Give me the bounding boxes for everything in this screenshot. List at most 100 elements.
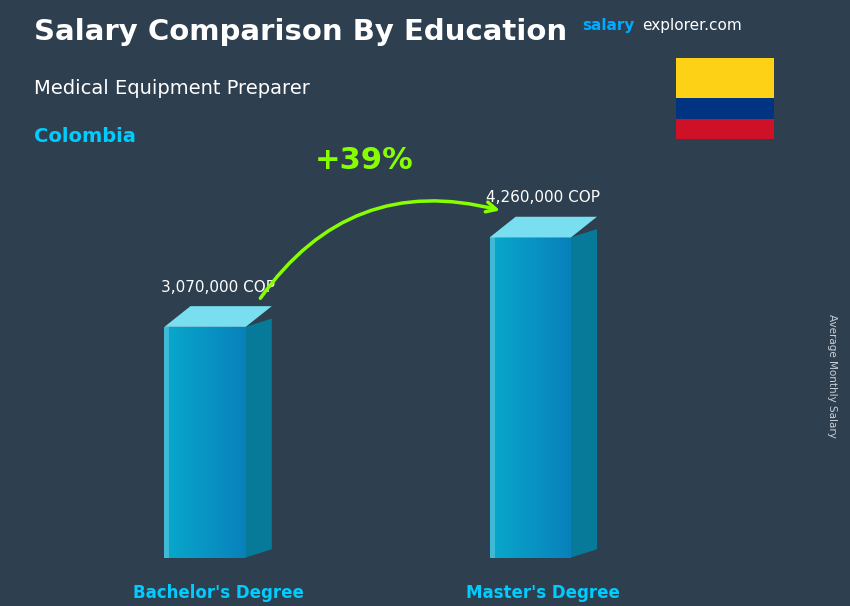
- Polygon shape: [570, 238, 571, 558]
- Polygon shape: [514, 238, 516, 558]
- Polygon shape: [568, 238, 570, 558]
- Polygon shape: [208, 327, 210, 558]
- Polygon shape: [519, 238, 520, 558]
- Text: explorer.com: explorer.com: [642, 18, 741, 33]
- Polygon shape: [203, 327, 205, 558]
- Polygon shape: [241, 327, 242, 558]
- Text: Master's Degree: Master's Degree: [467, 584, 620, 602]
- Polygon shape: [553, 238, 555, 558]
- Polygon shape: [557, 238, 558, 558]
- Polygon shape: [490, 217, 597, 238]
- Polygon shape: [502, 238, 504, 558]
- Polygon shape: [217, 327, 218, 558]
- Polygon shape: [226, 327, 228, 558]
- Text: Medical Equipment Preparer: Medical Equipment Preparer: [34, 79, 310, 98]
- Polygon shape: [171, 327, 173, 558]
- Polygon shape: [164, 327, 166, 558]
- Polygon shape: [215, 327, 217, 558]
- Polygon shape: [500, 238, 501, 558]
- Polygon shape: [547, 238, 548, 558]
- Text: 3,070,000 COP: 3,070,000 COP: [162, 280, 275, 295]
- Polygon shape: [564, 238, 566, 558]
- Polygon shape: [230, 327, 231, 558]
- Text: Average Monthly Salary: Average Monthly Salary: [827, 314, 837, 438]
- Polygon shape: [527, 238, 529, 558]
- Polygon shape: [184, 327, 185, 558]
- Polygon shape: [530, 238, 532, 558]
- Polygon shape: [536, 238, 537, 558]
- Polygon shape: [199, 327, 201, 558]
- Polygon shape: [541, 238, 543, 558]
- Polygon shape: [507, 238, 509, 558]
- Polygon shape: [212, 327, 213, 558]
- Polygon shape: [559, 238, 561, 558]
- Polygon shape: [178, 327, 179, 558]
- Text: Bachelor's Degree: Bachelor's Degree: [133, 584, 303, 602]
- Polygon shape: [185, 327, 187, 558]
- Polygon shape: [201, 327, 203, 558]
- Polygon shape: [552, 238, 553, 558]
- Polygon shape: [236, 327, 238, 558]
- Polygon shape: [228, 327, 230, 558]
- Polygon shape: [516, 238, 518, 558]
- Polygon shape: [210, 327, 212, 558]
- Polygon shape: [223, 327, 224, 558]
- Polygon shape: [550, 238, 552, 558]
- Polygon shape: [490, 238, 495, 558]
- Polygon shape: [543, 238, 545, 558]
- Polygon shape: [174, 327, 176, 558]
- Polygon shape: [495, 238, 496, 558]
- Polygon shape: [504, 238, 506, 558]
- Polygon shape: [522, 238, 524, 558]
- Text: Salary Comparison By Education: Salary Comparison By Education: [34, 18, 567, 46]
- Polygon shape: [545, 238, 547, 558]
- Polygon shape: [511, 238, 513, 558]
- Polygon shape: [534, 238, 536, 558]
- Polygon shape: [197, 327, 199, 558]
- Polygon shape: [561, 238, 563, 558]
- Polygon shape: [246, 319, 272, 558]
- Polygon shape: [231, 327, 233, 558]
- Polygon shape: [566, 238, 568, 558]
- Polygon shape: [520, 238, 522, 558]
- Polygon shape: [213, 327, 215, 558]
- Polygon shape: [525, 238, 527, 558]
- Polygon shape: [537, 238, 538, 558]
- Text: salary: salary: [582, 18, 635, 33]
- Polygon shape: [493, 238, 495, 558]
- Polygon shape: [501, 238, 502, 558]
- Polygon shape: [548, 238, 550, 558]
- Polygon shape: [506, 238, 507, 558]
- Polygon shape: [189, 327, 190, 558]
- Polygon shape: [166, 327, 167, 558]
- Polygon shape: [233, 327, 235, 558]
- Polygon shape: [207, 327, 208, 558]
- Polygon shape: [179, 327, 181, 558]
- Polygon shape: [221, 327, 223, 558]
- Polygon shape: [196, 327, 197, 558]
- Polygon shape: [244, 327, 246, 558]
- Polygon shape: [538, 238, 540, 558]
- Polygon shape: [242, 327, 244, 558]
- Polygon shape: [540, 238, 541, 558]
- Polygon shape: [224, 327, 226, 558]
- Text: Colombia: Colombia: [34, 127, 136, 146]
- Polygon shape: [205, 327, 207, 558]
- Polygon shape: [513, 238, 514, 558]
- Polygon shape: [498, 238, 500, 558]
- Polygon shape: [238, 327, 239, 558]
- Polygon shape: [169, 327, 171, 558]
- Polygon shape: [532, 238, 534, 558]
- Polygon shape: [176, 327, 178, 558]
- Text: 4,260,000 COP: 4,260,000 COP: [486, 190, 600, 205]
- Polygon shape: [194, 327, 196, 558]
- Polygon shape: [563, 238, 564, 558]
- Polygon shape: [192, 327, 194, 558]
- Text: +39%: +39%: [315, 146, 414, 175]
- Polygon shape: [518, 238, 519, 558]
- Polygon shape: [491, 238, 493, 558]
- Polygon shape: [235, 327, 236, 558]
- Polygon shape: [167, 327, 169, 558]
- Polygon shape: [173, 327, 174, 558]
- Polygon shape: [558, 238, 559, 558]
